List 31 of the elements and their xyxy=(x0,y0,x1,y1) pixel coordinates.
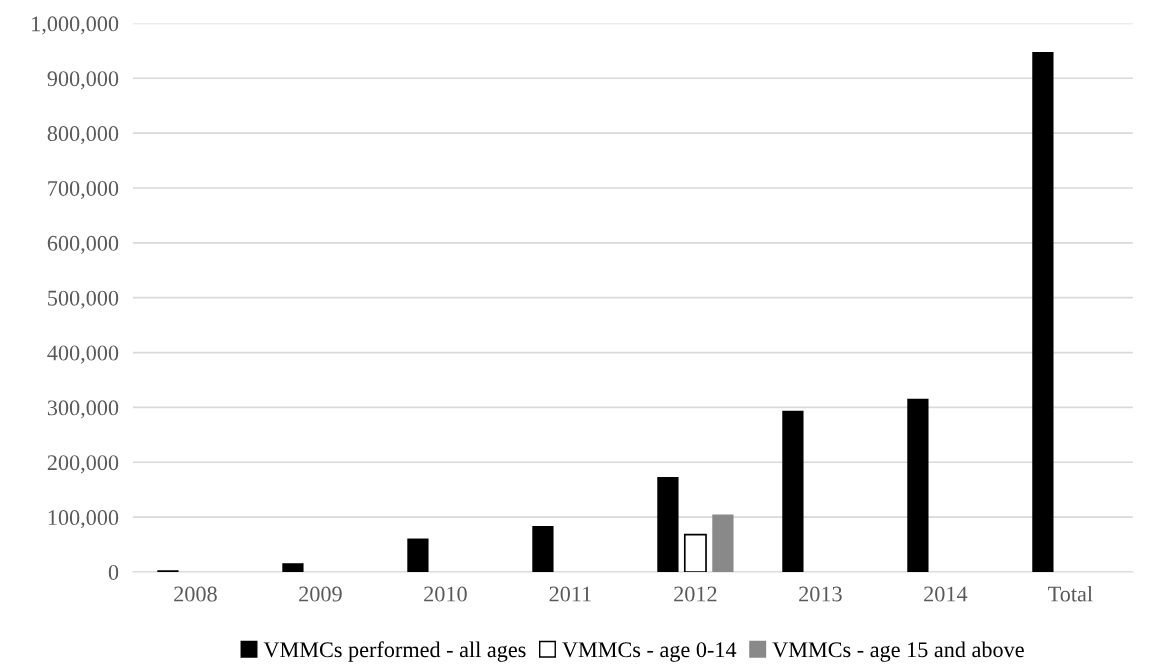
y-tick-label: 800,000 xyxy=(47,126,119,145)
legend-label: VMMCs performed - all ages xyxy=(263,641,526,662)
x-tick-label: 2013 xyxy=(799,586,842,602)
bar xyxy=(712,514,734,572)
x-tick-label: 2012 xyxy=(674,586,717,602)
bar xyxy=(907,398,929,572)
x-tick-label: 2014 xyxy=(924,586,968,602)
x-tick-label: 2011 xyxy=(549,586,591,602)
y-tick-label: 100,000 xyxy=(48,510,119,529)
bar xyxy=(782,410,804,572)
x-tick-label: Total xyxy=(1048,585,1093,602)
y-tick-label: 500,000 xyxy=(48,290,119,309)
legend-label: VMMCs - age 0-14 xyxy=(562,642,737,662)
bar xyxy=(532,525,554,572)
bar xyxy=(683,533,707,572)
y-tick-label: 300,000 xyxy=(47,400,119,419)
x-tick-label: 2009 xyxy=(299,586,342,602)
y-tick-label: 1,000,000 xyxy=(32,16,119,35)
y-tick-label: 900,000 xyxy=(47,71,119,90)
y-tick-label: 200,000 xyxy=(47,455,119,474)
bar xyxy=(407,538,429,572)
x-tick-label: 2008 xyxy=(174,586,217,602)
bar xyxy=(282,563,304,572)
y-tick-label: 0 xyxy=(108,564,119,580)
y-tick-label: 700,000 xyxy=(48,180,119,200)
bar xyxy=(657,477,679,572)
y-tick-label: 400,000 xyxy=(47,345,119,364)
bar xyxy=(1032,51,1054,572)
legend-label: VMMCs - age 15 and above xyxy=(772,641,1024,662)
x-tick-label: 2010 xyxy=(424,586,467,602)
y-tick-label: 600,000 xyxy=(47,235,119,254)
